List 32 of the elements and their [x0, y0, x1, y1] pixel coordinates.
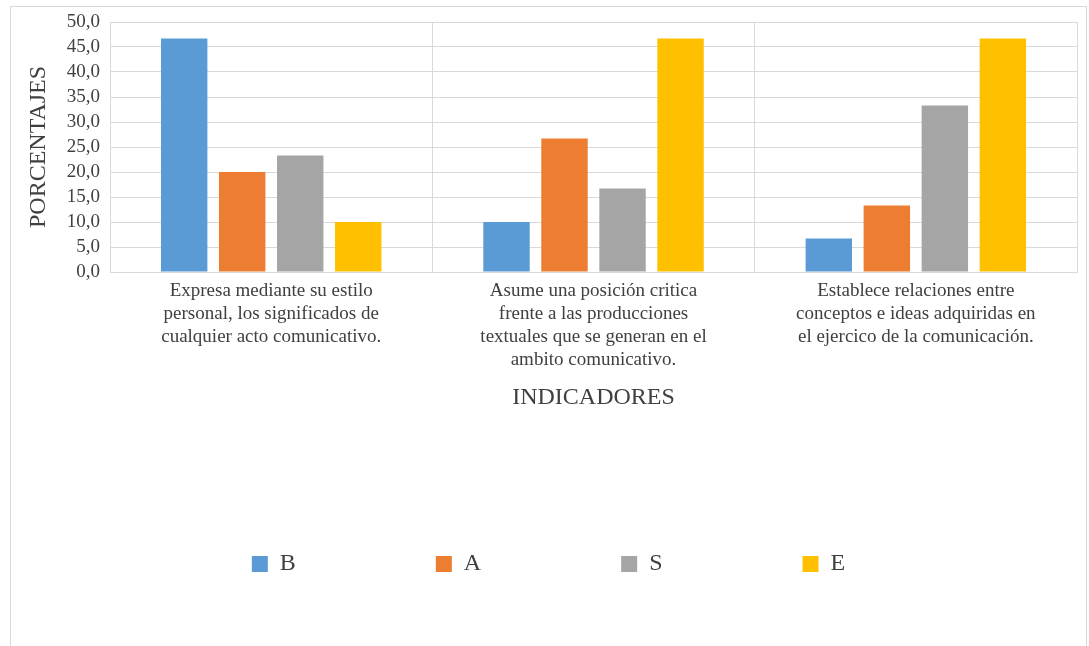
legend-label: A [463, 549, 482, 576]
legend-label: S [649, 549, 663, 576]
y-tick-label: 5,0 [76, 234, 101, 256]
x-tick-label: Expresa mediante su estilo personal, los significados de cualquier acto comunicativo. [161, 279, 382, 346]
y-tick-label: 45,0 [66, 34, 101, 56]
y-tick-label: 40,0 [66, 59, 101, 81]
bar [160, 38, 208, 272]
y-tick-label: 35,0 [66, 84, 101, 106]
bar [921, 105, 969, 272]
bar [335, 222, 382, 272]
x-tick-label: Establece relaciones entre conceptos e ideas adquiridas en el ejercico de la comunicación. [796, 279, 1037, 346]
bar [979, 38, 1027, 272]
y-tick-label: 10,0 [66, 209, 101, 231]
y-tick-label: 50,0 [66, 9, 101, 31]
bar [805, 238, 853, 272]
y-tick-label: 30,0 [66, 109, 101, 131]
y-tick-label: 15,0 [66, 184, 101, 206]
bar [863, 205, 911, 272]
y-tick-label: 0,0 [76, 259, 101, 281]
legend-label: B [279, 549, 296, 576]
bar [599, 188, 646, 272]
x-tick-label: Asume una posición critica frente a las producciones textuales que se generan en el ambito comunicativo. [480, 279, 707, 369]
bar [277, 155, 324, 272]
bar [541, 138, 588, 272]
y-tick-label: 25,0 [66, 134, 101, 156]
legend-label: E [830, 549, 846, 576]
bar [218, 172, 266, 272]
bar [483, 222, 530, 272]
bar [657, 38, 704, 272]
y-tick-label: 20,0 [66, 159, 101, 181]
y-axis-title: PORCENTAJES [23, 65, 50, 229]
x-axis-title: INDICADORES [512, 382, 675, 409]
